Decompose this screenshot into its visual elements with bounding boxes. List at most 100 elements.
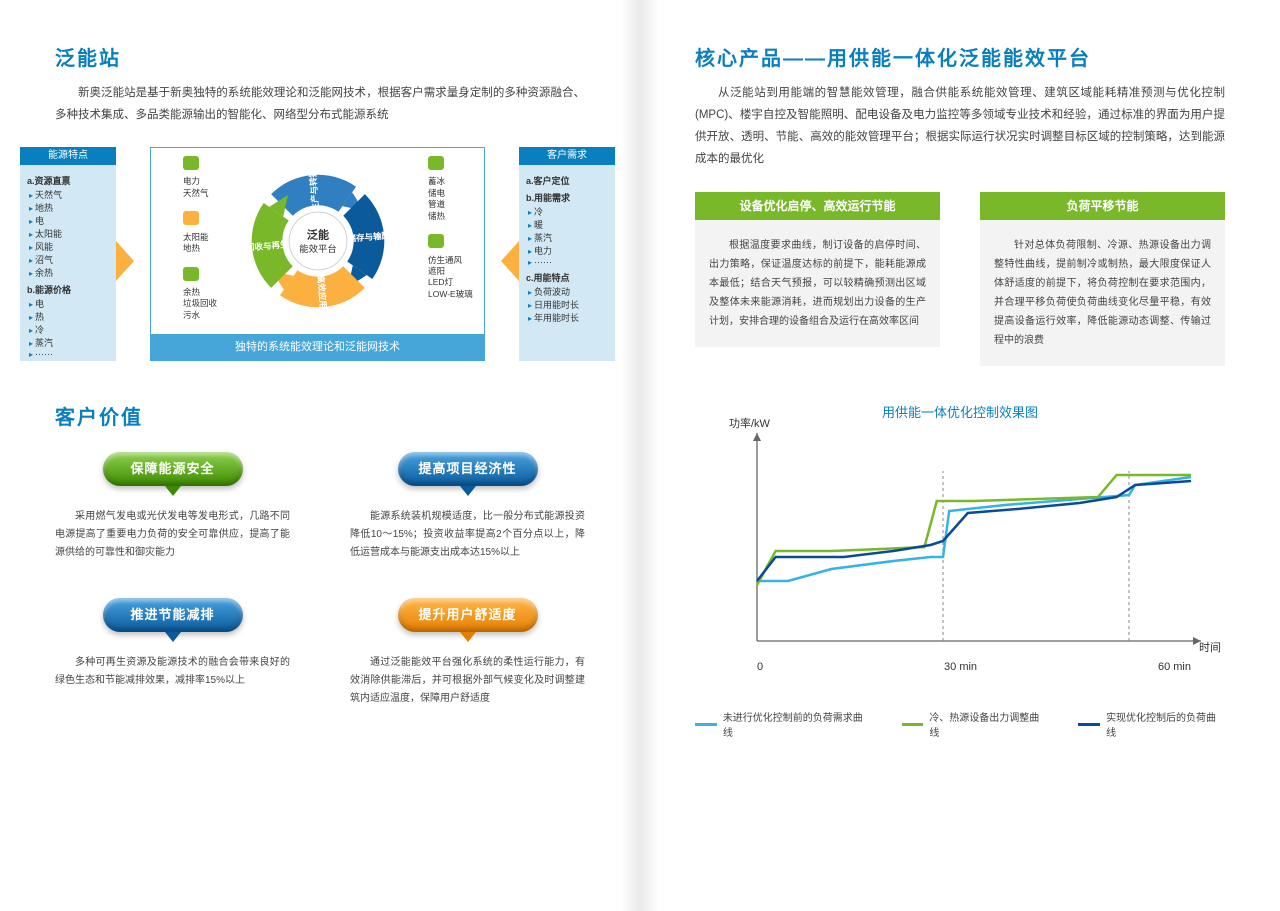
panel-line: 天然气 — [183, 188, 233, 199]
category-icon — [428, 156, 444, 170]
svg-text:泛能: 泛能 — [306, 227, 328, 241]
legend-swatch — [695, 723, 717, 726]
value-item: 提升用户舒适度通过泛能能效平台强化系统的柔性运行能力，有效消除供能滞后，并可根据… — [350, 598, 585, 708]
legend-item: 实现优化控制后的负荷曲线 — [1078, 709, 1225, 739]
box-left-b-list: 电热冷蒸汽······ — [27, 297, 109, 359]
value-pill: 提升用户舒适度 — [398, 598, 538, 632]
feature-row: 设备优化启停、高效运行节能根据温度要求曲线，制订设备的启停时间、出力策略，保证温… — [695, 192, 1225, 366]
cycle-diagram-icon: 生产与转换储存与输配高效应用回收与再生 泛能 能效平台 — [233, 156, 403, 326]
arrow-right-icon — [501, 241, 519, 281]
list-item: 电力 — [528, 244, 608, 257]
list-item: ······ — [29, 349, 109, 359]
chart-svg — [701, 427, 1211, 677]
panel-line: LED灯 — [428, 277, 478, 288]
left-page: 泛能站 新奥泛能站是基于新奥独特的系统能效理论和泛能网技术，根据客户需求量身定制… — [0, 0, 640, 911]
right-intro: 从泛能站到用能端的智慧能效管理，融合供能系统能效管理、建筑区域能耗精准预测与优化… — [695, 83, 1225, 170]
category-icon — [428, 234, 444, 248]
chart-y-label: 功率/kW — [729, 415, 770, 431]
box-left-a-title: a.资源直禀 — [27, 174, 71, 187]
legend-item: 未进行优化控制前的负荷需求曲线 — [695, 709, 872, 739]
list-item: 地热 — [29, 201, 109, 214]
feature-card: 负荷平移节能针对总体负荷限制、冷源、热源设备出力调整特性曲线，提前制冷或制热，最… — [980, 192, 1225, 366]
list-item: 电 — [29, 214, 109, 227]
list-item: 热 — [29, 310, 109, 323]
value-text: 通过泛能能效平台强化系统的柔性运行能力，有效消除供能滞后，并可根据外部气候变化及… — [350, 654, 585, 708]
panel-line: 管道 — [428, 199, 478, 210]
value-item: 提高项目经济性能源系统装机规模适度，比一般分布式能源投资降低10～15%；投资收… — [350, 452, 585, 562]
value-pill: 推进节能减排 — [103, 598, 243, 632]
panel-line: 储电 — [428, 188, 478, 199]
feature-card: 设备优化启停、高效运行节能根据温度要求曲线，制订设备的启停时间、出力策略，保证温… — [695, 192, 940, 366]
list-item: 蒸汽 — [528, 231, 608, 244]
value-pill: 保障能源安全 — [103, 452, 243, 486]
panel-right-column: 蓄冰储电管道储热仿生通风遮阳LED灯LOW-E玻璃 — [428, 156, 478, 313]
diagram-center-panel: 电力天然气太阳能地热余热垃圾回收污水 生产与转换储存与输配高效应用回收与再生 泛… — [150, 147, 485, 361]
diagram-left-header: 能源特点 — [20, 147, 116, 165]
list-item: 风能 — [29, 240, 109, 253]
panel-line: 余热 — [183, 287, 233, 298]
box-right-a-title: a.客户定位 — [526, 174, 570, 187]
two-page-spread: 泛能站 新奥泛能站是基于新奥独特的系统能效理论和泛能网技术，根据客户需求量身定制… — [0, 0, 1280, 911]
chart-x-ticks: 030 min60 min — [757, 661, 1191, 673]
box-right-b-list: 冷暖蒸汽电力······ — [526, 205, 608, 267]
chart-title: 用供能一体优化控制效果图 — [695, 402, 1225, 421]
category-icon — [183, 211, 199, 225]
legend-label: 实现优化控制后的负荷曲线 — [1106, 709, 1225, 739]
value-pill: 提高项目经济性 — [398, 452, 538, 486]
system-diagram: 能源特点 a.资源直禀 天然气地热电太阳能风能沼气余热 b.能源价格 电热冷蒸汽… — [20, 147, 615, 375]
diagram-right-header: 客户需求 — [519, 147, 615, 165]
legend-item: 冷、热源设备出力调整曲线 — [902, 709, 1049, 739]
list-item: 天然气 — [29, 188, 109, 201]
list-item: 负荷波动 — [528, 285, 608, 298]
feature-head: 设备优化启停、高效运行节能 — [695, 192, 940, 220]
list-item: 电 — [29, 297, 109, 310]
list-item: 暖 — [528, 218, 608, 231]
panel-left-column: 电力天然气太阳能地热余热垃圾回收污水 — [183, 156, 233, 334]
list-item: 冷 — [528, 205, 608, 218]
feature-body: 根据温度要求曲线，制订设备的启停时间、出力策略，保证温度达标的前提下，能耗能源成… — [695, 220, 940, 347]
panel-line: 垃圾回收 — [183, 298, 233, 309]
right-title: 核心产品——用供能一体化泛能能效平台 — [695, 42, 1225, 71]
chart-x-label: 时间 — [1199, 639, 1221, 655]
svg-text:能效平台: 能效平台 — [299, 243, 336, 254]
list-item: 日用能时长 — [528, 298, 608, 311]
panel-line: LOW-E玻璃 — [428, 289, 478, 300]
panel-line: 地热 — [183, 243, 233, 254]
panel-line: 仿生通风 — [428, 255, 478, 266]
customer-value-grid: 保障能源安全采用燃气发电或光伏发电等发电形式，几路不同电源提高了重要电力负荷的安… — [55, 452, 585, 708]
list-item: 冷 — [29, 323, 109, 336]
box-left-b-title: b.能源价格 — [27, 283, 71, 296]
diagram-right-box: 客户需求 a.客户定位 b.用能需求 冷暖蒸汽电力······ c.用能特点 负… — [519, 147, 615, 361]
panel-line: 蓄冰 — [428, 176, 478, 187]
box-right-c-title: c.用能特点 — [526, 271, 570, 284]
right-page: 核心产品——用供能一体化泛能能效平台 从泛能站到用能端的智慧能效管理，融合供能系… — [640, 0, 1280, 911]
box-left-a-list: 天然气地热电太阳能风能沼气余热 — [27, 188, 109, 279]
category-icon — [183, 156, 199, 170]
value-text: 多种可再生资源及能源技术的融合会带来良好的绿色生态和节能减排效果，减排率15%以… — [55, 654, 290, 690]
feature-body: 针对总体负荷限制、冷源、热源设备出力调整特性曲线，提前制冷或制热，最大限度保证人… — [980, 220, 1225, 366]
list-item: ······ — [528, 257, 608, 267]
arrow-left-icon — [116, 241, 134, 281]
panel-line: 储热 — [428, 211, 478, 222]
value-text: 能源系统装机规模适度，比一般分布式能源投资降低10～15%；投资收益率提高2个百… — [350, 508, 585, 562]
box-right-b-title: b.用能需求 — [526, 191, 570, 204]
line-chart: 功率/kW 时间 030 min60 min — [701, 427, 1211, 687]
x-tick: 0 — [757, 661, 763, 673]
list-item: 蒸汽 — [29, 336, 109, 349]
value-item: 保障能源安全采用燃气发电或光伏发电等发电形式，几路不同电源提高了重要电力负荷的安… — [55, 452, 290, 562]
chart-legend: 未进行优化控制前的负荷需求曲线冷、热源设备出力调整曲线 实现优化控制后的负荷曲线 — [695, 709, 1225, 739]
panel-line: 污水 — [183, 310, 233, 321]
x-tick: 60 min — [1158, 661, 1191, 673]
panel-line: 电力 — [183, 176, 233, 187]
value-text: 采用燃气发电或光伏发电等发电形式，几路不同电源提高了重要电力负荷的安全可靠供应，… — [55, 508, 290, 562]
list-item: 沼气 — [29, 253, 109, 266]
panel-line: 遮阳 — [428, 266, 478, 277]
legend-label: 未进行优化控制前的负荷需求曲线 — [723, 709, 872, 739]
diagram-footer: 独特的系统能效理论和泛能网技术 — [151, 334, 484, 360]
feature-head: 负荷平移节能 — [980, 192, 1225, 220]
diagram-left-box: 能源特点 a.资源直禀 天然气地热电太阳能风能沼气余热 b.能源价格 电热冷蒸汽… — [20, 147, 116, 361]
legend-swatch — [1078, 723, 1100, 726]
list-item: 年用能时长 — [528, 311, 608, 324]
left-title-2: 客户价值 — [55, 401, 585, 430]
panel-line: 太阳能 — [183, 232, 233, 243]
